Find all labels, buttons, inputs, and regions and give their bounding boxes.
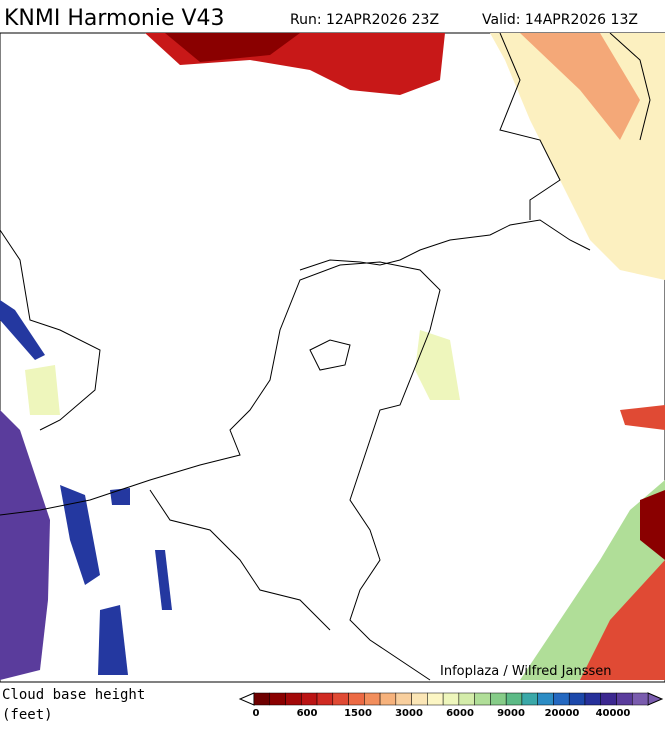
title: KNMI Harmonie V43 [4, 6, 225, 31]
colorbar-label: 9000 [497, 708, 525, 719]
coastline [299, 219, 591, 271]
colorbar-cell [411, 692, 428, 706]
colorbar-cell [253, 692, 271, 706]
colorbar-cell [316, 692, 334, 706]
border [149, 489, 331, 631]
colorbar: 0 600 1500 3000 6000 9000 20000 40000 [238, 692, 664, 719]
cloud-area [98, 605, 128, 675]
colorbar-cell [269, 692, 286, 706]
credit: Infoplaza / Wilfred Janssen [440, 664, 612, 679]
run-time: Run: 12APR2026 23Z [290, 12, 439, 28]
colorbar-label: 600 [297, 708, 318, 719]
cloud-area [520, 33, 640, 140]
colorbar-cell [364, 692, 381, 706]
colorbar-cell [395, 692, 412, 706]
colorbar-cell [332, 692, 349, 706]
coastline [609, 32, 651, 141]
colorbar-cell [427, 692, 444, 706]
colorbar-cell [379, 692, 397, 706]
cloud-area [0, 410, 50, 680]
colorbar-label: 20000 [545, 708, 580, 719]
colorbar-label: 40000 [596, 708, 631, 719]
colorbar-cell [442, 692, 460, 706]
cloud-area [110, 488, 130, 505]
map: Infoplaza / Wilfred Janssen [0, 32, 665, 683]
cloud-area [640, 490, 665, 560]
valid-time: Valid: 14APR2026 13Z [482, 12, 638, 28]
colorbar-cell [521, 692, 538, 706]
colorbar-cell [490, 692, 507, 706]
colorbar-label: 6000 [446, 708, 474, 719]
border [0, 261, 441, 681]
colorbar-cell [301, 692, 318, 706]
cloud-area [60, 485, 100, 585]
cloud-area [580, 560, 665, 680]
coastline [0, 229, 101, 431]
cloud-area [415, 330, 460, 400]
colorbar-label: 1500 [344, 708, 372, 719]
colorbar-cell [553, 692, 570, 706]
colorbar-cell [537, 692, 554, 706]
colorbar-cell [474, 692, 491, 706]
colorbar-cell [584, 692, 601, 706]
colorbar-cell [600, 692, 617, 706]
cloud-area [0, 300, 45, 360]
cloud-area [25, 365, 60, 415]
colorbar-cell [568, 692, 586, 706]
cloud-area [155, 550, 172, 610]
legend-title: Cloud base height [2, 687, 145, 703]
colorbar-cell [631, 692, 649, 706]
colorbar-cell [285, 692, 302, 706]
colorbar-label: 0 [253, 708, 260, 719]
colorbar-cell [458, 692, 475, 706]
colorbar-label: 3000 [395, 708, 423, 719]
colorbar-cell [616, 692, 633, 706]
cloud-area [620, 405, 665, 430]
coastline [499, 32, 561, 220]
cloud-area [165, 33, 300, 62]
legend-unit: (feet) [2, 707, 53, 723]
colorbar-cell [348, 692, 365, 706]
colorbar-cell [505, 692, 523, 706]
lake [309, 339, 351, 371]
